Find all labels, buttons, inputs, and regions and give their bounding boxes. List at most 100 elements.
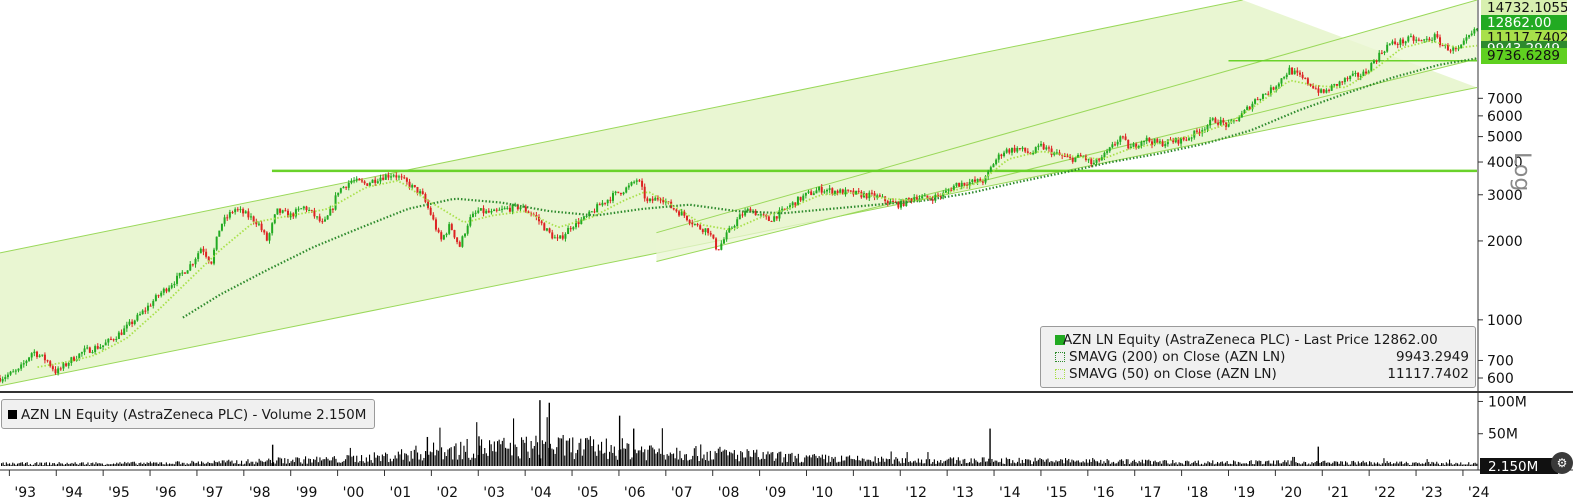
volume-bar <box>1276 460 1278 466</box>
volume-bar <box>1369 461 1371 466</box>
candle-body <box>371 179 374 183</box>
volume-bar <box>25 462 27 466</box>
candle-body <box>1372 60 1375 64</box>
candle-body <box>165 288 168 292</box>
volume-bar <box>1433 462 1435 466</box>
volume-bar <box>157 463 159 466</box>
volume-bar <box>1453 464 1455 466</box>
volume-bar <box>1189 464 1191 466</box>
volume-bar <box>658 448 660 466</box>
volume-bar <box>1273 460 1275 466</box>
volume-bar <box>7 463 9 466</box>
volume-bar <box>585 438 587 466</box>
volume-bar <box>1380 464 1382 466</box>
volume-bar <box>1233 460 1235 466</box>
volume-bar <box>564 455 566 466</box>
candle-body <box>1069 156 1072 158</box>
candle-body <box>1338 81 1341 86</box>
candle-body <box>508 207 511 212</box>
volume-bar <box>743 457 745 466</box>
volume-bar <box>693 448 695 466</box>
volume-bar <box>1250 460 1252 466</box>
volume-bar <box>333 456 335 466</box>
volume-bar <box>1258 460 1260 466</box>
x-tick-label: '08 <box>718 485 740 501</box>
candle-body <box>815 190 818 194</box>
candle-body <box>926 195 929 199</box>
volume-bar <box>1097 461 1099 466</box>
volume-bar <box>1215 463 1217 466</box>
x-tick-label: '98 <box>249 485 271 501</box>
volume-bar <box>711 459 713 466</box>
volume-bar <box>741 452 743 466</box>
volume-bar <box>791 452 793 466</box>
volume-bar <box>49 462 51 466</box>
volume-bar <box>820 457 822 466</box>
candle-body <box>183 272 186 274</box>
candle-body <box>894 201 897 203</box>
volume-bar <box>941 463 943 466</box>
candle-body <box>416 187 419 194</box>
volume-bar <box>1157 462 1159 466</box>
volume-bar <box>293 462 295 466</box>
volume-bar <box>109 464 111 466</box>
volume-bar <box>681 458 683 466</box>
candle-body <box>440 232 443 240</box>
volume-bar <box>1357 461 1359 466</box>
candle-body <box>971 179 974 183</box>
candle-body <box>72 357 75 361</box>
candle-body <box>1047 147 1050 149</box>
volume-bar <box>313 459 315 466</box>
candle-body <box>659 199 662 201</box>
volume-bar <box>33 464 35 466</box>
candle-body <box>400 176 403 178</box>
candle-body <box>1135 143 1138 148</box>
candle-body <box>1153 139 1156 145</box>
candle-body <box>1269 87 1272 95</box>
volume-bar <box>653 449 655 466</box>
volume-bar <box>417 452 419 466</box>
volume-bar <box>956 460 958 466</box>
volume-bar <box>321 460 323 466</box>
candle-body <box>892 201 895 203</box>
volume-spike <box>618 415 621 466</box>
candle-body <box>376 181 379 183</box>
candle-body <box>411 185 414 188</box>
volume-bar <box>545 441 547 466</box>
volume-bar <box>124 461 126 466</box>
volume-bar <box>589 436 591 466</box>
channel-fill-1 <box>0 0 1477 386</box>
volume-bar <box>684 454 686 466</box>
volume-bar <box>858 460 860 466</box>
candle-body <box>120 332 123 335</box>
volume-bar <box>453 446 455 466</box>
candle-body <box>865 193 868 199</box>
candle-body <box>479 208 482 211</box>
volume-bar <box>1277 460 1279 466</box>
candle-body <box>429 207 432 215</box>
volume-bar <box>213 460 215 466</box>
volume-last-tag <box>1480 458 1558 474</box>
volume-bar <box>471 457 473 466</box>
volume-bar <box>1469 464 1471 466</box>
volume-bar <box>119 462 121 466</box>
settings-icon[interactable]: ⚙ <box>1551 452 1573 474</box>
volume-bar <box>700 444 702 466</box>
volume-bar <box>1327 462 1329 466</box>
volume-bar <box>924 463 926 466</box>
volume-bar <box>703 454 705 466</box>
volume-bar <box>993 461 995 466</box>
volume-bar <box>1081 462 1083 466</box>
volume-bar <box>340 462 342 466</box>
volume-bar <box>1252 463 1254 466</box>
volume-bar <box>701 458 703 466</box>
candle-body <box>223 217 226 224</box>
volume-bar <box>770 452 772 466</box>
volume-bar <box>306 463 308 466</box>
candle-body <box>907 198 910 200</box>
volume-bar <box>1396 461 1398 466</box>
candle-body <box>762 214 765 216</box>
candle-body <box>360 180 363 182</box>
volume-bar <box>156 462 158 466</box>
volume-bar <box>314 459 316 466</box>
